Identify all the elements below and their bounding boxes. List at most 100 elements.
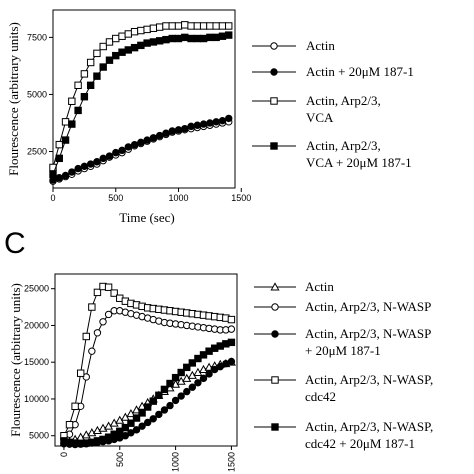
data-point bbox=[216, 362, 224, 371]
data-point bbox=[71, 402, 79, 411]
data-point bbox=[121, 432, 130, 440]
data-point bbox=[174, 126, 183, 134]
data-point bbox=[93, 72, 101, 80]
data-point bbox=[199, 22, 208, 30]
data-point bbox=[118, 48, 126, 56]
data-point bbox=[80, 93, 89, 101]
data-point bbox=[88, 347, 96, 355]
legend-entry: Actin bbox=[254, 279, 334, 294]
data-point bbox=[198, 364, 209, 373]
data-point bbox=[55, 174, 63, 182]
data-point bbox=[212, 118, 220, 126]
data-point bbox=[112, 51, 120, 60]
top-chart-plot-frame bbox=[52, 9, 236, 189]
data-point bbox=[155, 391, 163, 399]
top-chart: 2500 5000 7500 0 500 1000 1500 Time (sec) Flo… bbox=[6, 9, 414, 225]
x-tick-label: 500 bbox=[108, 193, 123, 203]
data-point bbox=[61, 171, 70, 180]
data-point bbox=[105, 152, 114, 160]
top-chart-series bbox=[49, 21, 233, 185]
data-point bbox=[181, 124, 189, 133]
data-point bbox=[124, 30, 133, 38]
data-point bbox=[80, 162, 89, 171]
data-point bbox=[105, 38, 114, 46]
data-point bbox=[88, 303, 96, 311]
data-point bbox=[218, 116, 227, 125]
data-point bbox=[225, 22, 233, 30]
data-point bbox=[149, 38, 158, 46]
data-point bbox=[68, 120, 76, 128]
y-tick-label: 2500 bbox=[27, 146, 47, 156]
data-point bbox=[187, 122, 195, 131]
data-point bbox=[61, 136, 70, 144]
legend-marker bbox=[271, 376, 279, 384]
data-point bbox=[227, 325, 236, 333]
data-point bbox=[143, 403, 152, 411]
legend-entry: Actin, Arp2/3, N-WASP, cdc42 + 20μM 187-1 bbox=[254, 419, 433, 451]
data-point bbox=[127, 429, 135, 437]
data-point bbox=[132, 426, 141, 434]
data-point bbox=[212, 33, 220, 42]
data-point bbox=[143, 39, 151, 47]
legend-label: Actin, Arp2/3, N-WASP + 20μM 187-1 bbox=[305, 326, 431, 358]
data-point bbox=[130, 43, 139, 52]
legend-label: Actin, Arp2/3, N-WASP, cdc42 + 20μM 187-1 bbox=[305, 419, 433, 451]
data-point bbox=[93, 288, 102, 297]
data-point bbox=[138, 409, 146, 417]
data-point bbox=[183, 387, 191, 396]
data-point bbox=[127, 419, 135, 427]
legend-marker bbox=[271, 423, 279, 431]
data-point bbox=[194, 379, 202, 387]
data-point bbox=[137, 41, 145, 50]
data-point bbox=[210, 365, 219, 374]
legend-label: Actin, Arp2/3, N-WASP bbox=[305, 299, 431, 314]
y-tick-label: 5000 bbox=[29, 431, 49, 441]
series-4 bbox=[49, 31, 233, 179]
data-point bbox=[74, 81, 82, 90]
legend-entry: Actin, Arp2/3, VCA bbox=[252, 93, 381, 125]
data-point bbox=[118, 32, 126, 40]
data-point bbox=[174, 22, 183, 30]
data-point bbox=[112, 34, 120, 43]
data-point bbox=[112, 148, 120, 157]
legend-marker bbox=[270, 42, 278, 50]
series-4 bbox=[60, 282, 236, 440]
data-point bbox=[55, 140, 63, 149]
legend-label: Actin, Arp2/3, VCA + 20μM 187-1 bbox=[306, 138, 412, 170]
panel-letter-c: C bbox=[4, 227, 26, 260]
data-point bbox=[149, 134, 158, 142]
data-point bbox=[92, 425, 102, 435]
bottom-chart-x-axis: 0 500 1000 1500 bbox=[59, 446, 236, 472]
x-tick-label: 1000 bbox=[169, 193, 189, 203]
data-point bbox=[181, 21, 189, 29]
series-5 bbox=[60, 338, 236, 448]
y-tick-label: 20000 bbox=[24, 320, 49, 330]
data-point bbox=[177, 368, 185, 377]
data-point bbox=[155, 37, 164, 45]
data-point bbox=[74, 106, 82, 115]
legend-marker bbox=[270, 97, 278, 105]
data-point bbox=[205, 370, 213, 378]
legend-marker bbox=[271, 330, 279, 338]
top-chart-y-axis-label: Flourescence (arbitrary units) bbox=[6, 22, 21, 176]
x-tick-label: 0 bbox=[50, 193, 55, 203]
data-point bbox=[99, 318, 107, 326]
legend-marker bbox=[270, 282, 280, 291]
data-point bbox=[206, 119, 214, 127]
data-point bbox=[174, 34, 183, 43]
data-point bbox=[227, 338, 236, 347]
data-point bbox=[143, 25, 151, 34]
data-point bbox=[124, 46, 133, 54]
data-point bbox=[168, 34, 176, 43]
data-point bbox=[199, 374, 208, 383]
data-point bbox=[166, 379, 174, 388]
data-point bbox=[68, 168, 76, 176]
series-2 bbox=[49, 114, 233, 184]
data-point bbox=[61, 118, 70, 126]
data-point bbox=[155, 131, 164, 140]
data-point bbox=[187, 34, 195, 43]
x-tick-label: 0 bbox=[59, 452, 69, 457]
y-tick-label: 25000 bbox=[24, 284, 49, 294]
